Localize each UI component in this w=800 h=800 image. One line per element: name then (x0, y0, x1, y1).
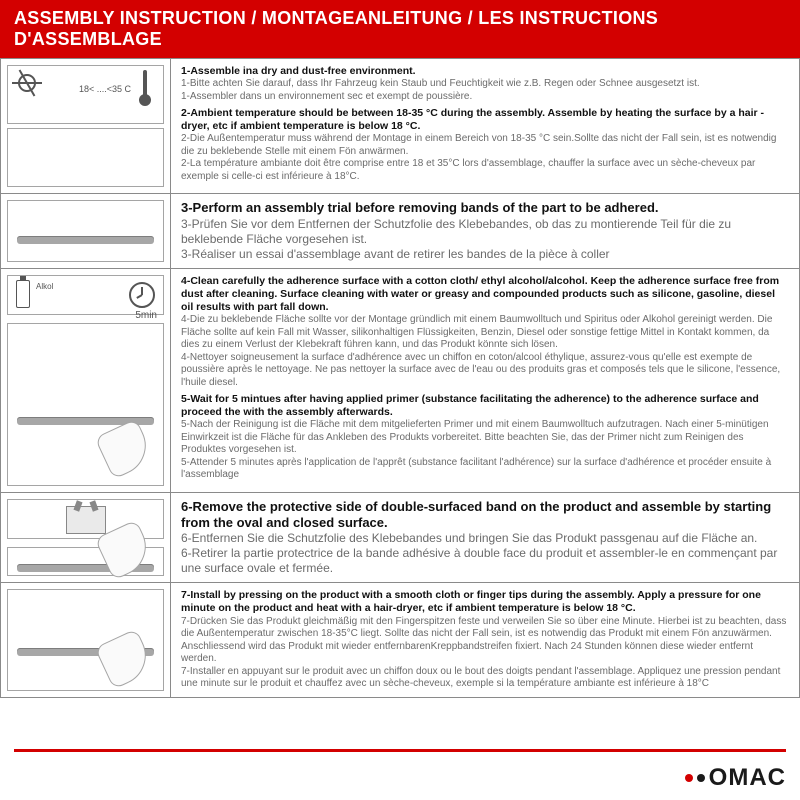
step-6-row: 6-Remove the protective side of double-s… (0, 493, 800, 584)
sun-icon (18, 74, 36, 92)
five-min-label: 5min (135, 310, 157, 321)
step-1-en: 1-Assemble ina dry and dust-free environ… (181, 65, 789, 78)
step-5-en: 5-Wait for 5 mintues after having applie… (181, 393, 789, 419)
step-4-fr: 4-Nettoyer soigneusement la surface d'ad… (181, 352, 789, 390)
step-1-fr: 1-Assembler dans un environnement sec et… (181, 91, 789, 104)
step-6-en: 6-Remove the protective side of double-s… (181, 499, 789, 532)
step-1-de: 1-Bitte achten Sie darauf, dass Ihr Fahr… (181, 78, 789, 91)
trim-bar-icon (17, 236, 153, 244)
step-1-2-text: 1-Assemble ina dry and dust-free environ… (171, 59, 799, 193)
step-3-de: 3-Prüfen Sie vor dem Entfernen der Schut… (181, 217, 789, 247)
illustration-remove-tape (1, 493, 171, 583)
clock-icon (129, 282, 155, 308)
step-1-2-row: 18< ....<35 C 1-Assemble ina dry and dus… (0, 58, 800, 194)
thermometer-icon (143, 70, 147, 100)
temperature-range: 18< ....<35 C (79, 84, 131, 94)
footer: OMAC (0, 758, 800, 800)
step-5-de: 5-Nach der Reinigung ist die Fläche mit … (181, 419, 789, 457)
step-6-fr: 6-Retirer la partie protectrice de la ba… (181, 546, 789, 576)
brand-name: OMAC (709, 764, 786, 792)
step-2-de: 2-Die Außentemperatur muss während der M… (181, 133, 789, 158)
step-7-fr: 7-Installer en appuyant sur le produit a… (181, 666, 789, 691)
hand-icon (94, 628, 155, 689)
step-4-de: 4-Die zu beklebende Fläche sollte vor de… (181, 314, 789, 352)
hand-icon (94, 418, 155, 479)
step-7-en: 7-Install by pressing on the product wit… (181, 589, 789, 615)
footer-divider (14, 749, 786, 752)
brand-dot-black-icon (697, 774, 705, 782)
brand-logo: OMAC (685, 764, 786, 792)
step-4-5-text: 4-Clean carefully the adherence surface … (171, 269, 799, 492)
step-5-fr: 5-Attender 5 minutes après l'application… (181, 457, 789, 482)
page-title: ASSEMBLY INSTRUCTION / MONTAGEANLEITUNG … (0, 0, 800, 58)
illustration-temperature: 18< ....<35 C (1, 59, 171, 193)
step-7-de: 7-Drücken Sie das Produkt gleichmäßig mi… (181, 616, 789, 666)
step-6-de: 6-Entfernen Sie die Schutzfolie des Kleb… (181, 531, 789, 546)
step-3-text: 3-Perform an assembly trial before remov… (171, 194, 799, 267)
step-4-en: 4-Clean carefully the adherence surface … (181, 275, 789, 314)
alcohol-label: Alkol (36, 282, 53, 291)
step-2-fr: 2-La température ambiante doit être comp… (181, 158, 789, 183)
step-3-en: 3-Perform an assembly trial before remov… (181, 200, 789, 216)
tape-pad-icon (66, 506, 106, 534)
step-3-fr: 3-Réaliser un essai d'assemblage avant d… (181, 247, 789, 262)
brand-dot-red-icon (685, 774, 693, 782)
step-7-row: 7-Install by pressing on the product wit… (0, 583, 800, 697)
instruction-rows: 18< ....<35 C 1-Assemble ina dry and dus… (0, 58, 800, 749)
assembly-instruction-page: ASSEMBLY INSTRUCTION / MONTAGEANLEITUNG … (0, 0, 800, 800)
bottle-icon (16, 280, 30, 308)
illustration-clean-primer: Alkol 5min (1, 269, 171, 492)
step-3-row: 3-Perform an assembly trial before remov… (0, 194, 800, 268)
step-2-en: 2-Ambient temperature should be between … (181, 107, 789, 133)
step-4-5-row: Alkol 5min 4-Clean carefully the adheren… (0, 269, 800, 493)
step-7-text: 7-Install by pressing on the product wit… (171, 583, 799, 696)
step-6-text: 6-Remove the protective side of double-s… (171, 493, 799, 583)
illustration-press (1, 583, 171, 696)
illustration-trial (1, 194, 171, 267)
